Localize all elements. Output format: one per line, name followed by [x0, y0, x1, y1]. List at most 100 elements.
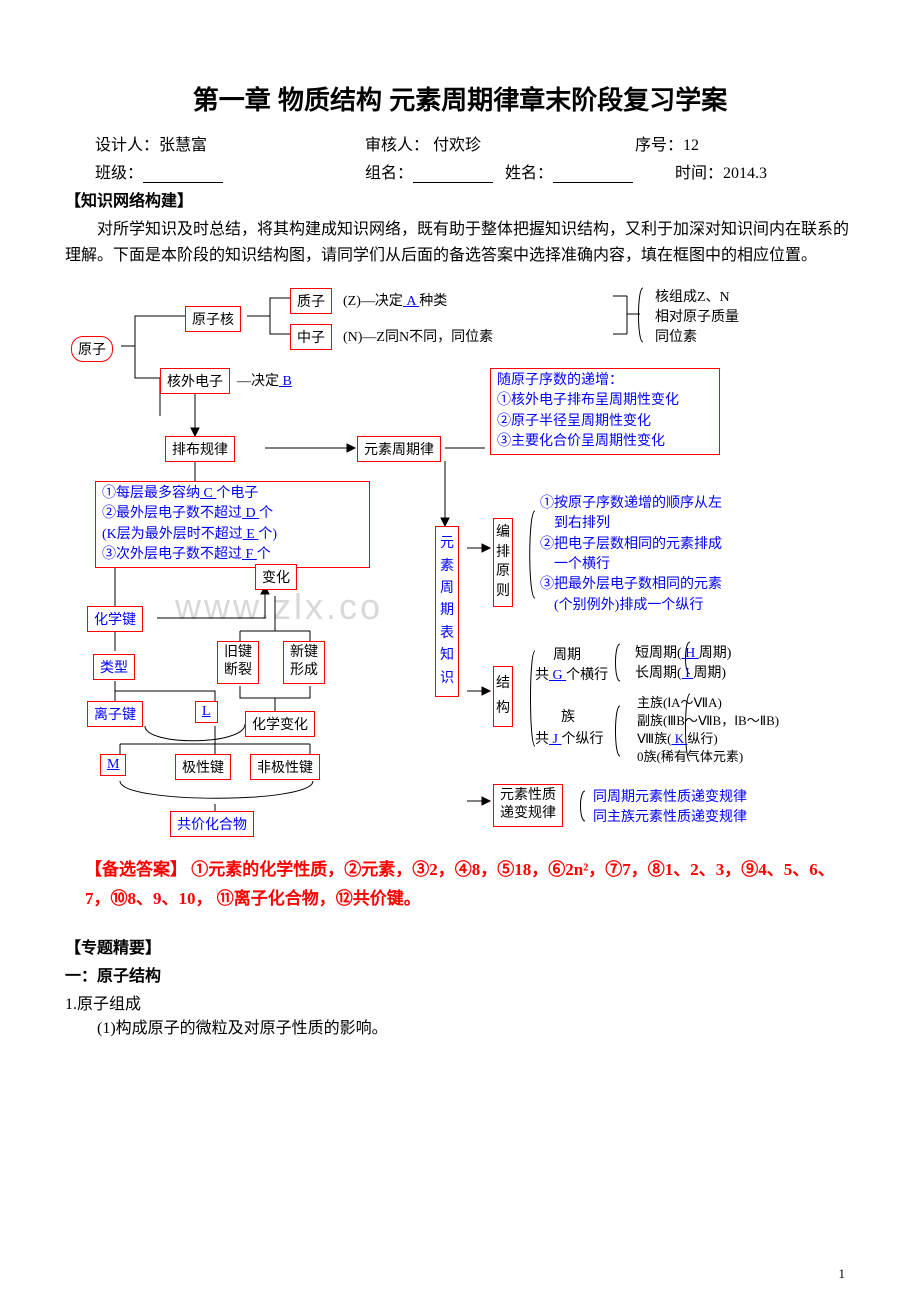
r3c: 个): [258, 527, 277, 542]
spc: 周期): [699, 646, 732, 661]
node-new-form: 新键 形成: [283, 641, 325, 683]
long-period: 长周期( I 周期): [635, 662, 726, 682]
node-neutron: 中子: [290, 324, 332, 350]
node-prop-rule: 元素性质 递变规律: [493, 784, 563, 826]
designer: 张慧富: [159, 137, 207, 154]
section-b-head: 【专题精要】: [65, 934, 855, 958]
node-polar: 极性键: [175, 754, 231, 780]
reviewer: 付欢珍: [433, 137, 481, 154]
arr2: ②把电子层数相同的元素排成: [540, 535, 722, 555]
blank-j: J: [549, 732, 561, 747]
spa: 短周期(: [635, 646, 682, 661]
page-number: 1: [839, 1266, 846, 1282]
blank-m: M: [107, 757, 119, 772]
node-bond: 化学键: [87, 606, 143, 632]
short-period: 短周期( H 周期): [635, 642, 731, 662]
answer-label: 【备选答案】: [85, 860, 187, 879]
node-l: L: [195, 701, 218, 723]
node-structure: 结构: [493, 666, 513, 726]
arr-text: ①按原子序数递增的顺序从左 到右排列 ②把电子层数相同的元素排成 一个横行 ③把…: [540, 494, 722, 616]
arr2b: 一个横行: [540, 555, 722, 575]
node-vertical: 元素周期表知识: [435, 526, 459, 697]
name-label: 姓名：: [505, 165, 553, 182]
law-3: ③主要化合价呈周期性变化: [497, 432, 713, 452]
sub-family: 副族(ⅢB～ⅦB，ⅠB～ⅡB): [637, 710, 779, 729]
class-label: 班级：: [95, 165, 143, 182]
zero-family: 0族(稀有气体元素): [637, 746, 743, 765]
family-label: 族: [561, 706, 575, 726]
arr1b: 到右排列: [540, 514, 722, 534]
r3a: (K层为最外层时不超过: [102, 527, 243, 542]
blank-f: F: [242, 547, 257, 562]
fcc: 个纵行: [561, 732, 603, 747]
law-2: ②原子半径呈周期性变化: [497, 412, 713, 432]
node-period-law: 元素周期律: [357, 436, 441, 462]
v8a: Ⅷ族(: [637, 731, 671, 746]
r2c: 个: [259, 506, 273, 521]
blank-l: L: [202, 704, 211, 719]
period-label: 周期: [553, 644, 581, 664]
meta-row-1: 设计人：张慧富 审核人： 付欢珍 序号：12: [65, 131, 855, 155]
point-1a: (1)构成原子的微粒及对原子性质的影响。: [65, 1014, 855, 1038]
node-proton: 质子: [290, 288, 332, 314]
r4c: 个: [257, 547, 271, 562]
reviewer-label: 审核人：: [365, 137, 433, 154]
law-box: 随原子序数的递增： ①核外电子排布呈周期性变化 ②原子半径呈周期性变化 ③主要化…: [490, 368, 720, 455]
blank-b: B: [279, 374, 292, 389]
prop1: 同周期元素性质递变规律: [593, 786, 747, 806]
knowledge-diagram: www.zlx.co: [65, 286, 855, 846]
arr3: ③把最外层电子数相同的元素: [540, 575, 722, 595]
law-1: ①核外电子排布呈周期性变化: [497, 391, 713, 411]
law-head: 随原子序数的递增：: [497, 371, 713, 391]
pcc: 个横行: [566, 668, 608, 683]
proton-desc-1: (Z)—决定: [343, 294, 403, 309]
node-ionic: 离子键: [87, 701, 143, 727]
intro-paragraph: 对所学知识及时总结，将其构建成知识网络，既有助于整体把握知识结构，又利于加深对知…: [65, 217, 855, 268]
blank-c: C: [200, 486, 216, 501]
node-chem-change: 化学变化: [245, 711, 315, 737]
electron-dec-t: —决定: [237, 374, 279, 389]
designer-label: 设计人：: [95, 137, 159, 154]
node-change: 变化: [255, 564, 297, 590]
right-top-2: 相对原子质量: [655, 306, 739, 326]
time-label: 时间：: [675, 165, 723, 182]
blank-h: H: [682, 646, 699, 661]
neutron-desc: (N)—Z同N不同，同位素: [343, 326, 493, 346]
node-cov-compound: 共价化合物: [170, 811, 254, 837]
arr1: ①按原子序数递增的顺序从左: [540, 494, 722, 514]
topic-1: 一：原子结构: [65, 962, 855, 986]
node-nonpolar: 非极性键: [250, 754, 320, 780]
node-m: M: [100, 754, 126, 776]
electron-dec: —决定 B: [237, 370, 292, 390]
group-blank: [413, 165, 493, 183]
node-nucleus: 原子核: [185, 306, 241, 332]
r1a: ①每层最多容纳: [102, 486, 200, 501]
answer-block: 【备选答案】 ①元素的化学性质，②元素，③2，④8，⑤18，⑥2n²，⑦7，⑧1…: [65, 856, 855, 914]
blank-a: A: [403, 294, 419, 309]
node-arrange-rule: 编排原则: [493, 518, 513, 606]
viii-family: Ⅷ族( K 纵行): [637, 728, 718, 747]
right-top-3: 同位素: [655, 326, 697, 346]
lpa: 长周期(: [635, 666, 682, 681]
name-blank: [553, 165, 633, 183]
node-arrange: 排布规律: [165, 436, 235, 462]
time: 2014.3: [723, 165, 767, 182]
blank-e: E: [243, 527, 259, 542]
r2a: ②最外层电子数不超过: [102, 506, 242, 521]
right-top-1: 核组成Z、N: [655, 286, 730, 306]
main-family: 主族(ⅠA～ⅦA): [637, 692, 722, 711]
group-label: 组名：: [365, 165, 413, 182]
blank-k: K: [671, 731, 687, 746]
prop2: 同主族元素性质递变规律: [593, 806, 747, 826]
answer-body: ①元素的化学性质，②元素，③2，④8，⑤18，⑥2n²，⑦7，⑧1、2、3，⑨4…: [85, 860, 835, 908]
node-old-break: 旧键 断裂: [217, 641, 259, 683]
v8c: 纵行): [687, 731, 717, 746]
family-cnt: 共 J 个纵行: [535, 728, 603, 748]
seq: 12: [683, 137, 699, 154]
section-a-head: 【知识网络构建】: [65, 187, 855, 211]
class-blank: [143, 165, 223, 183]
blank-i: I: [682, 666, 694, 681]
point-1: 1.原子组成: [65, 990, 855, 1014]
blank-g: G: [549, 668, 566, 683]
arr3b: (个别例外)排成一个纵行: [540, 596, 722, 616]
